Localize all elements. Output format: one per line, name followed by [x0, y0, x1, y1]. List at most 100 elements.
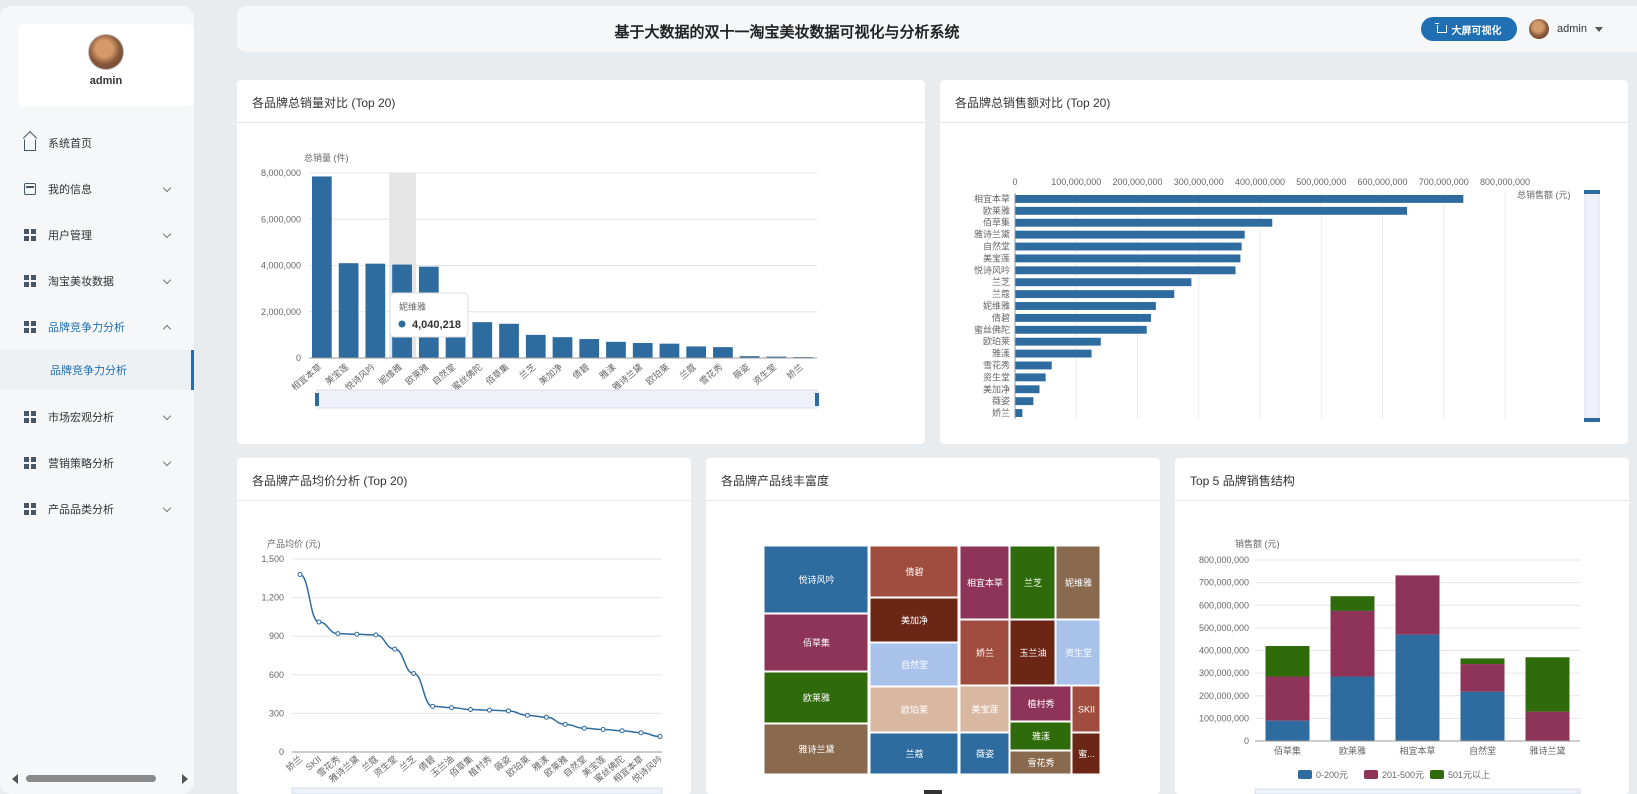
- sidebar-scrollbar[interactable]: [12, 772, 188, 784]
- y-tick-label: 8,000,000: [261, 168, 301, 178]
- x-tick-label: 娇兰: [784, 361, 805, 381]
- submenu-item-brand-analysis[interactable]: 品牌竞争力分析: [0, 350, 194, 390]
- scroll-left-icon[interactable]: [12, 774, 18, 784]
- y-tick-label: 0: [1244, 736, 1249, 746]
- x-tick-label: 妮维雅: [376, 361, 404, 387]
- treemap-label: 美加净: [901, 615, 928, 626]
- y-tick-label: 6,000,000: [261, 214, 301, 224]
- x-tick-label: 佰草集: [1274, 745, 1301, 756]
- bar: [1015, 313, 1151, 322]
- treemap-label: 倩碧: [905, 566, 923, 577]
- avatar[interactable]: [88, 34, 124, 70]
- bar: [499, 323, 519, 358]
- sidebar: admin 系统首页 我的信息 用户管理 淘宝美妆数据 品牌竞争力分析 品牌竞争…: [0, 6, 194, 794]
- x-tick-label: 悦诗风吟: [342, 361, 377, 393]
- treemap-label: 相宜本草: [967, 577, 1003, 588]
- bar: [338, 263, 359, 358]
- sidebar-item-home[interactable]: 系统首页: [0, 120, 194, 166]
- treemap-label: 欧莱雅: [803, 692, 830, 703]
- data-point: [505, 708, 511, 714]
- profile-name: admin: [89, 75, 123, 87]
- treemap-label: 悦诗风吟: [798, 574, 834, 585]
- bar: [766, 356, 787, 358]
- sales-qty-chart[interactable]: 总销量 (件) 0 2,000,000 4,000,000 6,000,000 8,000…: [237, 80, 925, 444]
- sidebar-item-taobao-data[interactable]: 淘宝美妆数据: [0, 258, 194, 304]
- y-tick-label: 600: [269, 670, 284, 680]
- bar-segment: [1330, 610, 1375, 677]
- sidebar-item-market-analysis[interactable]: 市场宏观分析: [0, 394, 194, 440]
- y-tick-label: 美加净: [983, 383, 1010, 394]
- chevron-down-icon: [162, 457, 172, 467]
- treemap-label: 兰芝: [1024, 577, 1042, 588]
- x-tick-label: 0: [1012, 177, 1017, 187]
- legend-label: 501元以上: [1448, 770, 1490, 780]
- data-point: [543, 714, 549, 720]
- bar-segment: [1460, 691, 1505, 741]
- cart-icon: [1434, 23, 1447, 33]
- chevron-down-icon: [162, 275, 172, 285]
- user-name[interactable]: admin: [1557, 23, 1587, 35]
- data-point: [354, 631, 360, 637]
- data-point: [297, 571, 303, 577]
- sidebar-item-label: 我的信息: [48, 184, 92, 196]
- x-tick-label: 兰蔻: [677, 361, 698, 381]
- data-zoom-slider: [1254, 788, 1581, 794]
- sidebar-item-category-analysis[interactable]: 产品品类分析: [0, 486, 194, 532]
- bar: [1015, 337, 1101, 346]
- user-avatar[interactable]: [1529, 19, 1549, 39]
- data-point: [411, 671, 417, 677]
- card-title: Top 5 品牌销售结构: [1190, 474, 1295, 488]
- bar-segment: [1460, 658, 1505, 665]
- x-tick-label: 自然堂: [1469, 745, 1496, 756]
- x-tick-label: 欧莱雅: [1339, 745, 1366, 756]
- y-tick-label: 薇姿: [992, 395, 1010, 406]
- x-tick-label: 娇兰: [283, 753, 304, 773]
- grid-icon: [24, 457, 36, 469]
- bar-segment: [1525, 657, 1570, 712]
- sidebar-item-user-management[interactable]: 用户管理: [0, 212, 194, 258]
- treemap-cell: [959, 619, 1010, 686]
- structure-chart[interactable]: 销售额 (元) 0 100,000,000 200,000,000 300,000,00…: [1175, 458, 1629, 794]
- x-tick-label: 佰草集: [483, 361, 511, 387]
- scroll-right-icon[interactable]: [182, 774, 188, 784]
- sidebar-item-marketing-analysis[interactable]: 营销策略分析: [0, 440, 194, 486]
- sales-amt-chart[interactable]: 0 100,000,000 200,000,000 300,000,000 400,00…: [940, 80, 1628, 444]
- y-tick-label: 娇兰: [992, 407, 1010, 418]
- y-tick-label: 雅诗兰黛: [974, 229, 1010, 240]
- x-tick-label: 美加净: [537, 361, 565, 387]
- treemap-cell: [959, 545, 1010, 620]
- bar-segment: [1265, 720, 1310, 741]
- sidebar-item-label: 市场宏观分析: [48, 412, 114, 424]
- y-axis-label: 销售额 (元): [1235, 538, 1280, 549]
- sidebar-item-brand-analysis[interactable]: 品牌竞争力分析: [0, 304, 194, 350]
- data-point: [657, 734, 663, 740]
- caret-down-icon[interactable]: [1595, 27, 1603, 32]
- scrollbar-thumb[interactable]: [26, 775, 156, 782]
- bar: [525, 334, 546, 358]
- y-tick-label: 佰草集: [983, 217, 1010, 228]
- treemap-cell: [1009, 685, 1072, 722]
- legend-swatch: [1364, 770, 1378, 779]
- y-tick-label: 0: [296, 353, 301, 363]
- page-title: 基于大数据的双十一淘宝美妆数据可视化与分析系统: [614, 24, 960, 41]
- treemap-label: 雅诗兰黛: [798, 744, 834, 755]
- y-tick-label: 资生堂: [983, 371, 1010, 382]
- data-point: [335, 631, 341, 637]
- data-point: [638, 730, 644, 736]
- data-point: [486, 707, 492, 713]
- y-tick-label: 欧珀莱: [983, 336, 1010, 347]
- treemap-label: 妮维雅: [1065, 577, 1092, 588]
- card-icon: [24, 183, 36, 195]
- y-tick-label: 100,000,000: [1199, 713, 1249, 723]
- treemap-label: 蜜...: [1078, 748, 1095, 759]
- x-axis-label: 总销售额 (元): [1517, 189, 1571, 200]
- treemap-cell: [959, 685, 1010, 733]
- sidebar-item-my-info[interactable]: 我的信息: [0, 166, 194, 212]
- data-point: [600, 726, 606, 732]
- zoom-handle-left: [315, 393, 319, 406]
- y-tick-label: 300,000,000: [1199, 668, 1249, 678]
- bigscreen-button[interactable]: 大屏可视化: [1421, 17, 1517, 41]
- x-tick-label: 兰芝: [517, 361, 538, 381]
